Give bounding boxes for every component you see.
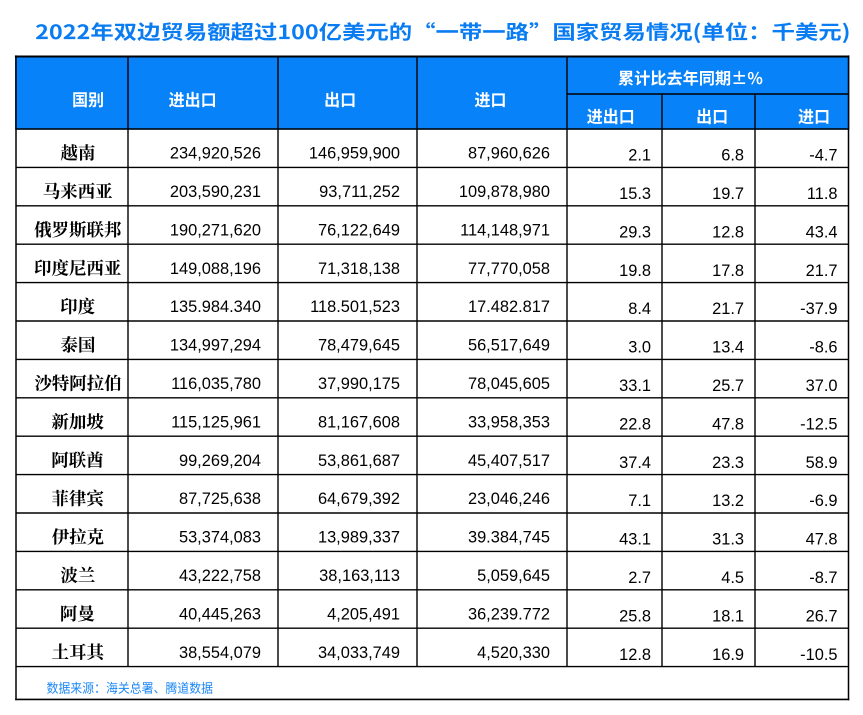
svg-text:58.9: 58.9 — [806, 454, 838, 472]
svg-text:13,989,337: 13,989,337 — [318, 529, 400, 547]
svg-text:146,959,900: 146,959,900 — [309, 145, 400, 163]
svg-text:47.8: 47.8 — [806, 531, 838, 549]
svg-text:11.8: 11.8 — [807, 185, 838, 203]
svg-text:25.7: 25.7 — [712, 377, 744, 395]
svg-text:2.7: 2.7 — [628, 569, 651, 587]
svg-text:22.8: 22.8 — [619, 415, 651, 433]
svg-text:47.8: 47.8 — [712, 415, 744, 433]
svg-text:93,711,252: 93,711,252 — [319, 183, 400, 201]
svg-text:3.0: 3.0 — [628, 339, 651, 357]
svg-text:29.3: 29.3 — [619, 223, 651, 241]
svg-text:38,554,079: 38,554,079 — [179, 644, 261, 662]
svg-text:118.501,523: 118.501,523 — [310, 298, 400, 316]
svg-text:-12.5: -12.5 — [800, 415, 837, 433]
svg-text:53,861,687: 53,861,687 — [318, 452, 400, 470]
svg-text:-6.9: -6.9 — [809, 492, 837, 510]
svg-text:19.7: 19.7 — [712, 185, 744, 203]
svg-text:37.0: 37.0 — [806, 377, 838, 395]
svg-text:234,920,526: 234,920,526 — [170, 145, 261, 163]
svg-text:31.3: 31.3 — [712, 531, 744, 549]
svg-text:34,033,749: 34,033,749 — [318, 644, 400, 662]
svg-text:-37.9: -37.9 — [800, 300, 837, 318]
svg-text:38,163,113: 38,163,113 — [319, 567, 400, 585]
svg-text:109,878,980: 109,878,980 — [459, 183, 550, 201]
svg-text:13.4: 13.4 — [712, 339, 744, 357]
svg-text:99,269,204: 99,269,204 — [179, 452, 261, 470]
svg-text:7.1: 7.1 — [628, 492, 651, 510]
svg-text:43,222,758: 43,222,758 — [179, 567, 261, 585]
svg-text:18.1: 18.1 — [712, 607, 744, 625]
svg-text:23,046,246: 23,046,246 — [468, 490, 550, 508]
svg-text:26.7: 26.7 — [806, 607, 838, 625]
svg-text:149,088,196: 149,088,196 — [170, 260, 261, 278]
svg-text:4,520,330: 4,520,330 — [477, 644, 550, 662]
svg-text:37.4: 37.4 — [619, 454, 651, 472]
svg-text:12.8: 12.8 — [619, 646, 651, 664]
svg-text:43.4: 43.4 — [806, 223, 838, 241]
svg-text:76,122,649: 76,122,649 — [318, 221, 400, 239]
svg-text:190,271,620: 190,271,620 — [170, 221, 261, 239]
svg-text:-10.5: -10.5 — [800, 646, 837, 664]
svg-text:5,059,645: 5,059,645 — [477, 567, 550, 585]
svg-text:23.3: 23.3 — [712, 454, 744, 472]
svg-text:33.1: 33.1 — [619, 377, 651, 395]
svg-text:134,997,294: 134,997,294 — [170, 337, 261, 355]
svg-text:78,479,645: 78,479,645 — [318, 337, 400, 355]
svg-text:53,374,083: 53,374,083 — [179, 529, 261, 547]
svg-text:78,045,605: 78,045,605 — [468, 375, 550, 393]
svg-text:203,590,231: 203,590,231 — [170, 183, 261, 201]
svg-text:15.3: 15.3 — [619, 185, 651, 203]
svg-text:77,770,058: 77,770,058 — [468, 260, 550, 278]
svg-text:135.984.340: 135.984.340 — [170, 298, 261, 316]
svg-text:16.9: 16.9 — [712, 646, 744, 664]
svg-text:87,960,626: 87,960,626 — [468, 145, 550, 163]
svg-text:40,445,263: 40,445,263 — [179, 605, 261, 623]
svg-text:64,679,392: 64,679,392 — [318, 490, 400, 508]
svg-text:33,958,353: 33,958,353 — [468, 413, 550, 431]
svg-text:17.8: 17.8 — [712, 262, 744, 280]
svg-text:39.384,745: 39.384,745 — [468, 529, 550, 547]
svg-text:87,725,638: 87,725,638 — [179, 490, 261, 508]
svg-text:21.7: 21.7 — [806, 262, 838, 280]
svg-text:-8.6: -8.6 — [809, 339, 837, 357]
svg-text:115,125,961: 115,125,961 — [171, 413, 261, 431]
svg-text:-8.7: -8.7 — [809, 569, 837, 587]
svg-text:37,990,175: 37,990,175 — [318, 375, 400, 393]
svg-text:19.8: 19.8 — [619, 262, 651, 280]
svg-text:116,035,780: 116,035,780 — [171, 375, 261, 393]
svg-text:25.8: 25.8 — [619, 607, 651, 625]
svg-text:36,239.772: 36,239.772 — [468, 605, 550, 623]
svg-text:71,318,138: 71,318,138 — [318, 260, 400, 278]
svg-text:6.8: 6.8 — [721, 147, 744, 165]
svg-text:114,148,971: 114,148,971 — [460, 221, 550, 239]
svg-text:43.1: 43.1 — [619, 531, 651, 549]
svg-text:2.1: 2.1 — [628, 147, 651, 165]
svg-text:12.8: 12.8 — [712, 223, 744, 241]
svg-text:13.2: 13.2 — [712, 492, 744, 510]
svg-text:4,205,491: 4,205,491 — [327, 605, 400, 623]
svg-text:21.7: 21.7 — [712, 300, 744, 318]
svg-text:8.4: 8.4 — [628, 300, 651, 318]
svg-text:4.5: 4.5 — [721, 569, 744, 587]
svg-text:81,167,608: 81,167,608 — [318, 413, 400, 431]
svg-text:17.482.817: 17.482.817 — [468, 298, 550, 316]
svg-text:45,407,517: 45,407,517 — [468, 452, 550, 470]
svg-text:-4.7: -4.7 — [809, 147, 837, 165]
svg-text:56,517,649: 56,517,649 — [468, 337, 550, 355]
